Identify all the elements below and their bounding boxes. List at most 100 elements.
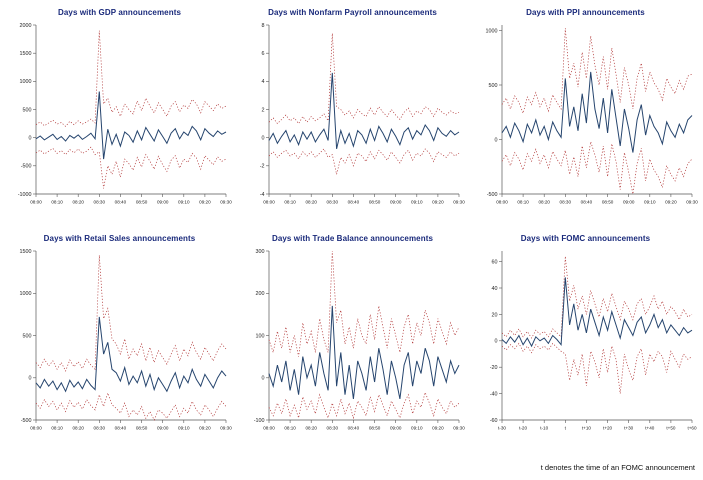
- svg-text:08:30: 08:30: [327, 426, 339, 431]
- svg-text:09:20: 09:20: [665, 200, 677, 205]
- svg-text:08:00: 08:00: [263, 200, 275, 205]
- chart-grid: Days with GDP announcements 2000 1500 1000…: [6, 8, 699, 436]
- svg-text:08:30: 08:30: [94, 200, 106, 205]
- chart-trade-balance: Days with Trade Balance announcements 30…: [239, 234, 466, 436]
- svg-text:09:10: 09:10: [411, 200, 423, 205]
- svg-text:t-30: t-30: [498, 426, 506, 431]
- svg-text:09:10: 09:10: [178, 200, 190, 205]
- svg-text:-2: -2: [260, 164, 265, 170]
- svg-text:0: 0: [495, 339, 498, 345]
- chart-nonfarm-payroll: Days with Nonfarm Payroll announcements …: [239, 8, 466, 210]
- svg-text:09:30: 09:30: [220, 200, 232, 205]
- chart-canvas-ppi: 1000 500 0 -500 08:00 08:10 08:20 08:30 08:40 08:…: [486, 25, 698, 205]
- svg-text:08:50: 08:50: [136, 426, 148, 431]
- svg-text:20: 20: [492, 312, 498, 318]
- svg-text:08:40: 08:40: [115, 426, 127, 431]
- svg-text:09:30: 09:30: [220, 426, 232, 431]
- svg-text:-1000: -1000: [18, 192, 32, 198]
- svg-text:08:10: 08:10: [51, 426, 63, 431]
- svg-text:08:50: 08:50: [369, 426, 381, 431]
- svg-text:08:10: 08:10: [51, 200, 63, 205]
- svg-text:1000: 1000: [20, 291, 32, 297]
- svg-text:t-10: t-10: [540, 426, 548, 431]
- svg-text:08:50: 08:50: [602, 200, 614, 205]
- svg-text:09:00: 09:00: [157, 200, 169, 205]
- svg-text:t+60: t+60: [687, 426, 697, 431]
- svg-text:t+30: t+30: [624, 426, 634, 431]
- svg-text:-500: -500: [487, 192, 498, 198]
- svg-text:-20: -20: [490, 365, 498, 371]
- svg-text:8: 8: [262, 23, 265, 29]
- svg-text:08:40: 08:40: [348, 200, 360, 205]
- svg-text:4: 4: [262, 79, 265, 85]
- svg-text:0: 0: [262, 376, 265, 382]
- svg-text:200: 200: [256, 291, 265, 297]
- svg-text:08:20: 08:20: [72, 426, 84, 431]
- chart-title-fomc: Days with FOMC announcements: [520, 234, 651, 243]
- svg-text:t+40: t+40: [645, 426, 655, 431]
- svg-text:08:50: 08:50: [369, 200, 381, 205]
- svg-text:t: t: [565, 426, 567, 431]
- svg-text:08:00: 08:00: [30, 200, 42, 205]
- svg-text:-4: -4: [260, 192, 265, 198]
- svg-text:-60: -60: [490, 418, 498, 424]
- svg-text:09:10: 09:10: [411, 426, 423, 431]
- chart-title-ppi: Days with PPI announcements: [526, 8, 645, 17]
- svg-text:1500: 1500: [20, 51, 32, 57]
- svg-text:08:30: 08:30: [94, 426, 106, 431]
- chart-gdp: Days with GDP announcements 2000 1500 1000…: [6, 8, 233, 210]
- svg-text:08:10: 08:10: [284, 426, 296, 431]
- svg-text:1000: 1000: [486, 28, 498, 34]
- svg-text:09:20: 09:20: [199, 426, 211, 431]
- svg-text:08:30: 08:30: [560, 200, 572, 205]
- svg-text:08:10: 08:10: [517, 200, 529, 205]
- svg-text:t+10: t+10: [582, 426, 592, 431]
- chart-fomc: Days with FOMC announcements 60 40 20 0 -20 -…: [472, 234, 699, 436]
- fomc-time-footnote: t denotes the time of an FOMC announceme…: [540, 463, 695, 472]
- chart-canvas-retail-sales: 1500 1000 500 0 -500 08:00 08:10 08:20 08:30 08:4…: [20, 249, 233, 431]
- chart-title-trade-balance: Days with Trade Balance announcements: [271, 234, 434, 243]
- svg-text:0: 0: [262, 136, 265, 142]
- chart-canvas-nonfarm-payroll: 8 6 4 2 0 -2 -4 08:00 08:10 08:20 08:30 08:40 08:50 0…: [260, 23, 465, 205]
- svg-text:100: 100: [256, 333, 265, 339]
- svg-text:09:30: 09:30: [686, 200, 698, 205]
- chart-title-nonfarm-payroll: Days with Nonfarm Payroll announcements: [268, 8, 437, 17]
- chart-title-gdp: Days with GDP announcements: [57, 8, 182, 17]
- svg-text:09:30: 09:30: [453, 200, 465, 205]
- svg-text:40: 40: [492, 286, 498, 292]
- svg-text:2000: 2000: [20, 23, 32, 29]
- svg-text:t+50: t+50: [666, 426, 676, 431]
- chart-canvas-gdp: 2000 1500 1000 500 0 -500 -1000 08:00 08:10 08:20…: [18, 23, 232, 205]
- svg-text:500: 500: [23, 333, 32, 339]
- chart-ppi: Days with PPI announcements 1000 500 0 -500…: [472, 8, 699, 210]
- chart-retail-sales: Days with Retail Sales announcements 150…: [6, 234, 233, 436]
- svg-text:08:40: 08:40: [115, 200, 127, 205]
- svg-text:-500: -500: [21, 418, 32, 424]
- svg-text:0: 0: [29, 376, 32, 382]
- svg-text:09:00: 09:00: [157, 426, 169, 431]
- svg-text:08:20: 08:20: [538, 200, 550, 205]
- svg-text:1000: 1000: [20, 79, 32, 85]
- svg-text:08:00: 08:00: [263, 426, 275, 431]
- chart-canvas-trade-balance: 300 200 100 0 -100 08:00 08:10 08:20 08:30 08:40 0…: [254, 249, 465, 431]
- svg-text:08:00: 08:00: [496, 200, 508, 205]
- svg-text:t+20: t+20: [603, 426, 613, 431]
- chart-canvas-fomc: 60 40 20 0 -20 -40 -60t-30 t-20 t-10 t t+10 t+20 t+3…: [490, 251, 697, 431]
- svg-text:6: 6: [262, 51, 265, 57]
- svg-text:08:00: 08:00: [30, 426, 42, 431]
- chart-title-retail-sales: Days with Retail Sales announcements: [43, 234, 196, 243]
- svg-text:09:00: 09:00: [390, 200, 402, 205]
- svg-text:2: 2: [262, 107, 265, 113]
- svg-text:08:40: 08:40: [348, 426, 360, 431]
- svg-text:09:00: 09:00: [390, 426, 402, 431]
- svg-text:08:20: 08:20: [72, 200, 84, 205]
- svg-text:09:00: 09:00: [623, 200, 635, 205]
- svg-text:08:20: 08:20: [305, 200, 317, 205]
- svg-text:08:40: 08:40: [581, 200, 593, 205]
- svg-text:09:10: 09:10: [644, 200, 656, 205]
- svg-text:1500: 1500: [20, 249, 32, 255]
- svg-text:300: 300: [256, 249, 265, 255]
- svg-text:09:30: 09:30: [453, 426, 465, 431]
- svg-text:0: 0: [29, 136, 32, 142]
